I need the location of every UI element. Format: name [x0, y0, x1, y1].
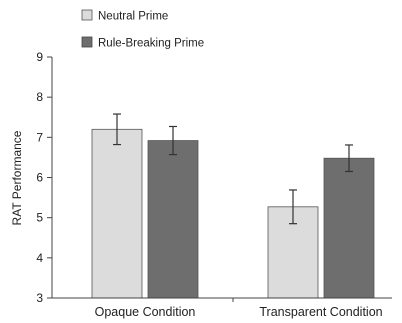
y-axis-ticks: 3 4 5 6 7 8 9 — [36, 50, 52, 305]
category-labels: Opaque Condition Transparent Condition — [95, 298, 383, 319]
legend-item-neutral-prime: Neutral Prime — [81, 9, 168, 23]
bar-neutral-prime — [91, 128, 143, 299]
error-bars — [113, 113, 353, 225]
category-label: Opaque Condition — [95, 305, 196, 319]
y-tick-label: 6 — [36, 171, 43, 185]
bar-rule-breaking-prime — [147, 140, 199, 299]
y-tick-label: 3 — [36, 291, 43, 305]
y-tick-label: 7 — [36, 130, 43, 144]
legend-label-neutral-prime: Neutral Prime — [98, 11, 168, 23]
y-axis-label: RAT Performance — [10, 130, 24, 225]
legend-swatch-rule-breaking-prime — [81, 36, 93, 48]
y-tick-label: 5 — [36, 211, 43, 225]
legend: Neutral Prime Rule-Breaking Prime — [81, 9, 204, 50]
legend-label-rule-breaking-prime: Rule-Breaking Prime — [98, 38, 204, 50]
legend-item-rule-breaking-prime: Rule-Breaking Prime — [81, 36, 204, 50]
category-label: Transparent Condition — [259, 305, 382, 319]
legend-swatch-neutral-prime — [81, 9, 93, 21]
y-tick-label: 8 — [36, 90, 43, 104]
y-tick-label: 4 — [36, 251, 43, 265]
bar-rule-breaking-prime — [323, 157, 375, 299]
bars — [91, 128, 375, 299]
y-tick-label: 9 — [36, 50, 43, 64]
